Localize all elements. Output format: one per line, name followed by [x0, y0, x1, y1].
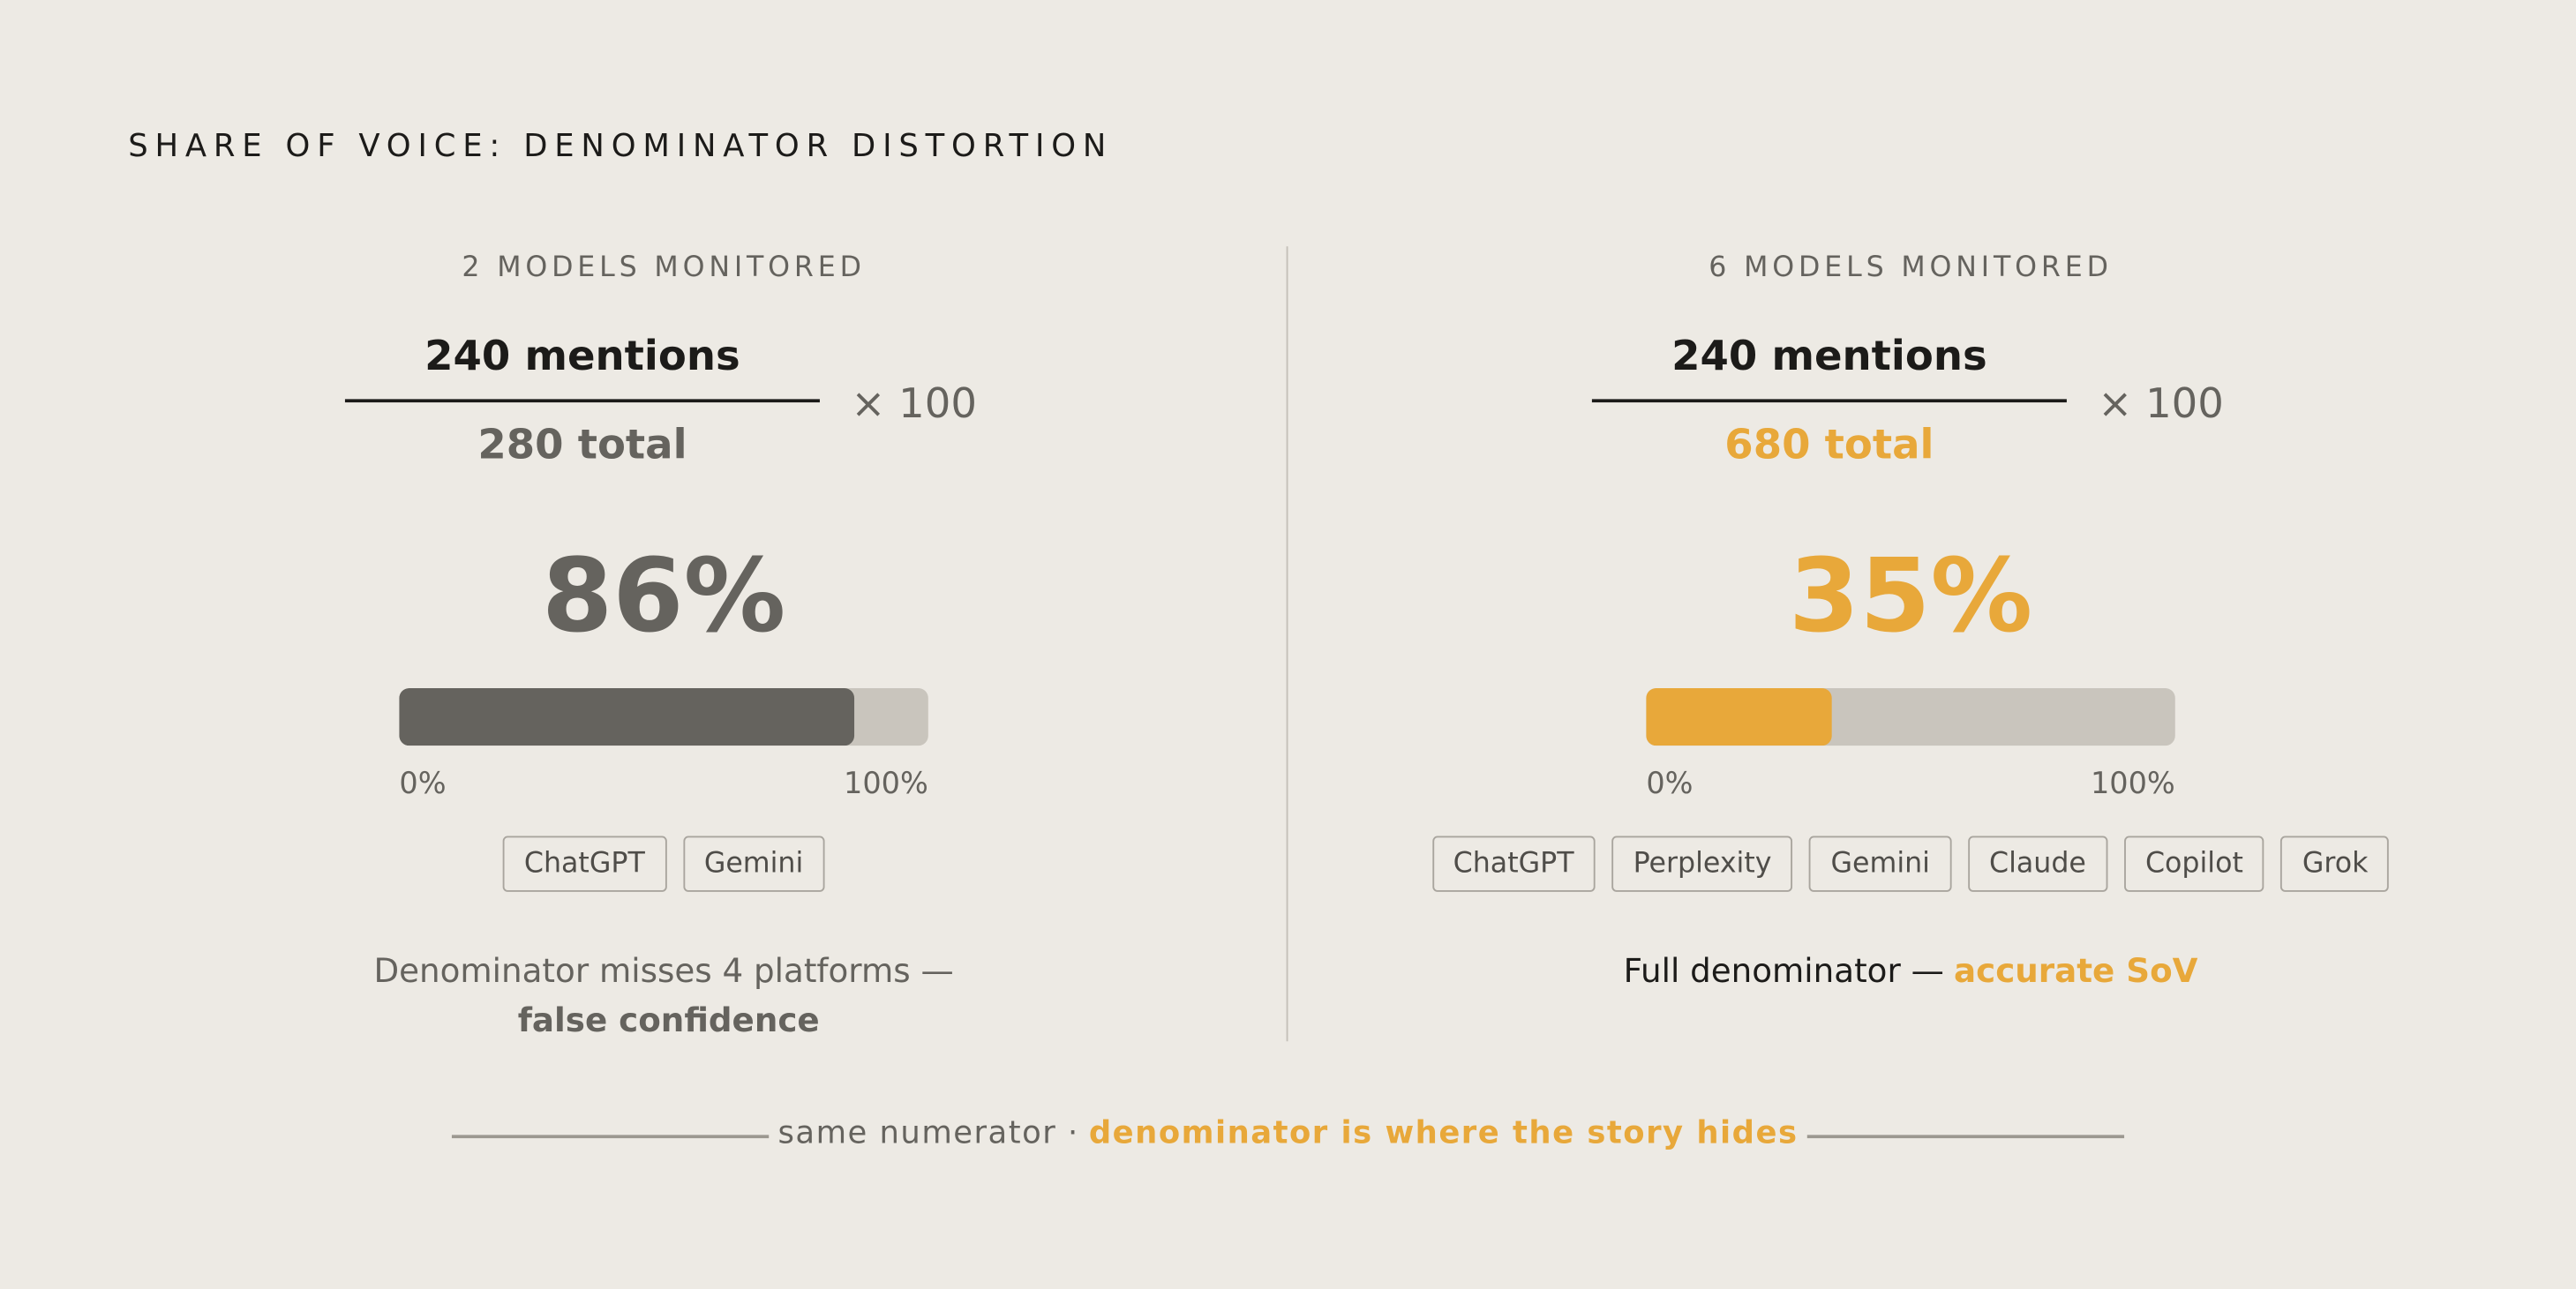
divider — [1286, 246, 1288, 1042]
bar-fill — [399, 688, 854, 746]
panel: 2 MODELS MONITORED 240 mentions 280 total ×… — [138, 0, 1189, 1288]
denominator: 280 total — [477, 420, 687, 468]
caption-text: Denominator misses 4 platforms — — [373, 950, 954, 991]
model-chip: Claude — [1967, 836, 2108, 892]
scale-label: 0% — [1646, 767, 1694, 802]
share-label: 35% — [1788, 535, 2033, 656]
model-list: ChatGPT Gemini — [138, 836, 1189, 892]
model-chip: Gemini — [1809, 836, 1952, 892]
model-chip: Gemini — [682, 836, 825, 892]
caption-emphasis: false confidence — [517, 1000, 820, 1040]
multiplier: × 100 — [2098, 379, 2224, 428]
scale-label: 100% — [2090, 767, 2175, 802]
model-chip: Perplexity — [1611, 836, 1793, 892]
bar-track — [399, 688, 928, 746]
panel: 6 MODELS MONITORED 240 mentions 680 total ×… — [1385, 0, 2436, 1288]
footer: same numerator · denominator is where the… — [769, 1115, 1807, 1151]
multiplier: × 100 — [851, 379, 977, 428]
footer-rule — [1806, 1135, 2125, 1138]
caption-text: Full denominator — — [1623, 950, 1944, 991]
bar-fill — [1646, 688, 1832, 746]
title: SHARE OF VOICE: DENOMINATOR DISTORTION — [128, 128, 1114, 165]
model-chip: ChatGPT — [502, 836, 666, 892]
numerator: 240 mentions — [1671, 332, 1987, 380]
footer-text: same numerator · — [777, 1115, 1079, 1151]
caption: Denominator misses 4 platforms — false co… — [368, 946, 959, 1045]
model-chip: Grok — [2280, 836, 2390, 892]
panel-heading: 6 MODELS MONITORED — [1709, 251, 2113, 285]
scale-label: 100% — [843, 767, 928, 802]
numerator: 240 mentions — [424, 332, 740, 380]
denominator: 680 total — [1724, 420, 1934, 468]
footer-emphasis: denominator is where the story hides — [1088, 1115, 1799, 1151]
model-chip: ChatGPT — [1431, 836, 1596, 892]
scale-label: 0% — [399, 767, 447, 802]
footer-rule — [451, 1135, 770, 1138]
model-list: ChatGPT Perplexity Gemini Claude Copilot Grok — [1385, 836, 2436, 892]
fraction-line — [344, 399, 820, 403]
share-label: 86% — [541, 535, 786, 656]
panel-heading: 2 MODELS MONITORED — [462, 251, 866, 285]
model-chip: Copilot — [2123, 836, 2265, 892]
bar-track — [1646, 688, 2175, 746]
caption: Full denominator — accurate SoV — [1615, 946, 2206, 995]
fraction-line — [1591, 399, 2067, 403]
caption-emphasis: accurate SoV — [1954, 950, 2198, 991]
